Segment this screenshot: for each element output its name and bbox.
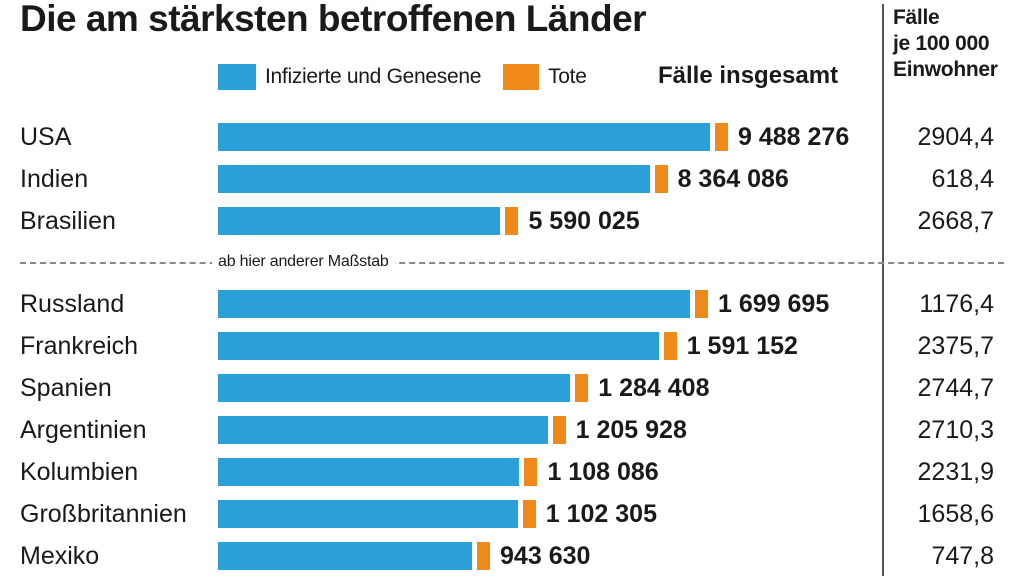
country-label: Argentinien <box>20 416 147 444</box>
scale-note: ab hier anderer Maßstab <box>212 252 395 272</box>
country-label: USA <box>20 123 72 151</box>
per-capita-value: 2668,7 <box>917 207 994 235</box>
chart-row: Spanien 1 284 408 2744,7 <box>0 371 1024 405</box>
bar-deaths <box>552 416 566 444</box>
per-capita-value: 1176,4 <box>919 290 994 318</box>
country-label: Spanien <box>20 374 112 402</box>
total-label: 9 488 276 <box>738 123 850 151</box>
chart-row: Großbritannien 1 102 305 1658,6 <box>0 497 1024 531</box>
legend: Infizierte und Genesene Tote <box>218 63 609 91</box>
country-label: Indien <box>20 165 89 193</box>
legend-swatch-deaths <box>503 64 540 90</box>
per-capita-header-line-1: Fälle <box>893 6 940 29</box>
per-capita-value: 2231,9 <box>917 458 994 486</box>
total-label: 5 590 025 <box>528 207 640 235</box>
per-capita-header-line-2: je 100 000 <box>893 32 990 55</box>
bar-infected <box>218 458 520 486</box>
chart-row: USA 9 488 276 2904,4 <box>0 120 1024 154</box>
total-label: 1 591 152 <box>686 332 798 360</box>
total-label: 1 108 086 <box>547 458 659 486</box>
country-label: Großbritannien <box>20 500 187 528</box>
bar-infected <box>218 416 548 444</box>
bar-deaths <box>575 374 589 402</box>
chart-row: Kolumbien 1 108 086 2231,9 <box>0 455 1024 489</box>
total-label: 1 102 305 <box>545 500 657 528</box>
country-label: Mexiko <box>20 542 100 570</box>
total-label: 1 284 408 <box>598 374 710 402</box>
bar-deaths <box>522 500 536 528</box>
bar-infected <box>218 374 571 402</box>
bar-infected <box>218 207 501 235</box>
per-capita-value: 2375,7 <box>917 332 994 360</box>
bar-deaths <box>715 123 728 151</box>
chart-row: Russland 1 699 695 1176,4 <box>0 287 1024 321</box>
bar-infected <box>218 500 518 528</box>
legend-label-infected: Infizierte und Genesene <box>265 65 482 88</box>
per-capita-value: 618,4 <box>931 165 994 193</box>
bar-deaths <box>695 290 708 318</box>
per-capita-value: 2744,7 <box>917 374 994 402</box>
chart-row: Frankreich 1 591 152 2375,7 <box>0 329 1024 363</box>
bar-deaths <box>654 165 668 193</box>
chart-title: Die am stärksten betroffenen Länder <box>20 0 647 39</box>
bar-deaths <box>477 542 491 570</box>
country-label: Frankreich <box>20 332 139 360</box>
legend-swatch-infected <box>218 64 256 90</box>
total-column-header: Fälle insgesamt <box>658 62 839 89</box>
bar-infected <box>218 123 710 151</box>
per-capita-header-line-3: Einwohner <box>893 58 998 81</box>
bar-infected <box>218 290 690 318</box>
per-capita-value: 747,8 <box>931 542 994 570</box>
country-label: Russland <box>20 290 125 318</box>
bar-deaths <box>505 207 519 235</box>
total-label: 1 699 695 <box>718 290 830 318</box>
chart-row: Indien 8 364 086 618,4 <box>0 162 1024 196</box>
bar-deaths <box>663 332 677 360</box>
total-label: 1 205 928 <box>575 416 687 444</box>
chart-row: Mexiko 943 630 747,8 <box>0 539 1024 573</box>
bar-infected <box>218 332 659 360</box>
per-capita-value: 2904,4 <box>917 123 994 151</box>
column-divider <box>882 4 884 576</box>
chart-row: Brasilien 5 590 025 2668,7 <box>0 204 1024 238</box>
country-label: Brasilien <box>20 207 116 235</box>
scale-separator <box>20 262 1004 264</box>
bar-infected <box>218 542 473 570</box>
country-label: Kolumbien <box>20 458 139 486</box>
legend-label-deaths: Tote <box>548 65 587 88</box>
chart-row: Argentinien 1 205 928 2710,3 <box>0 413 1024 447</box>
total-label: 8 364 086 <box>677 165 789 193</box>
per-capita-value: 2710,3 <box>917 416 994 444</box>
per-capita-column-header: Fälle je 100 000 Einwohner <box>893 5 998 83</box>
per-capita-value: 1658,6 <box>917 500 994 528</box>
bar-infected <box>218 165 650 193</box>
total-label: 943 630 <box>500 542 591 570</box>
bar-deaths <box>524 458 538 486</box>
